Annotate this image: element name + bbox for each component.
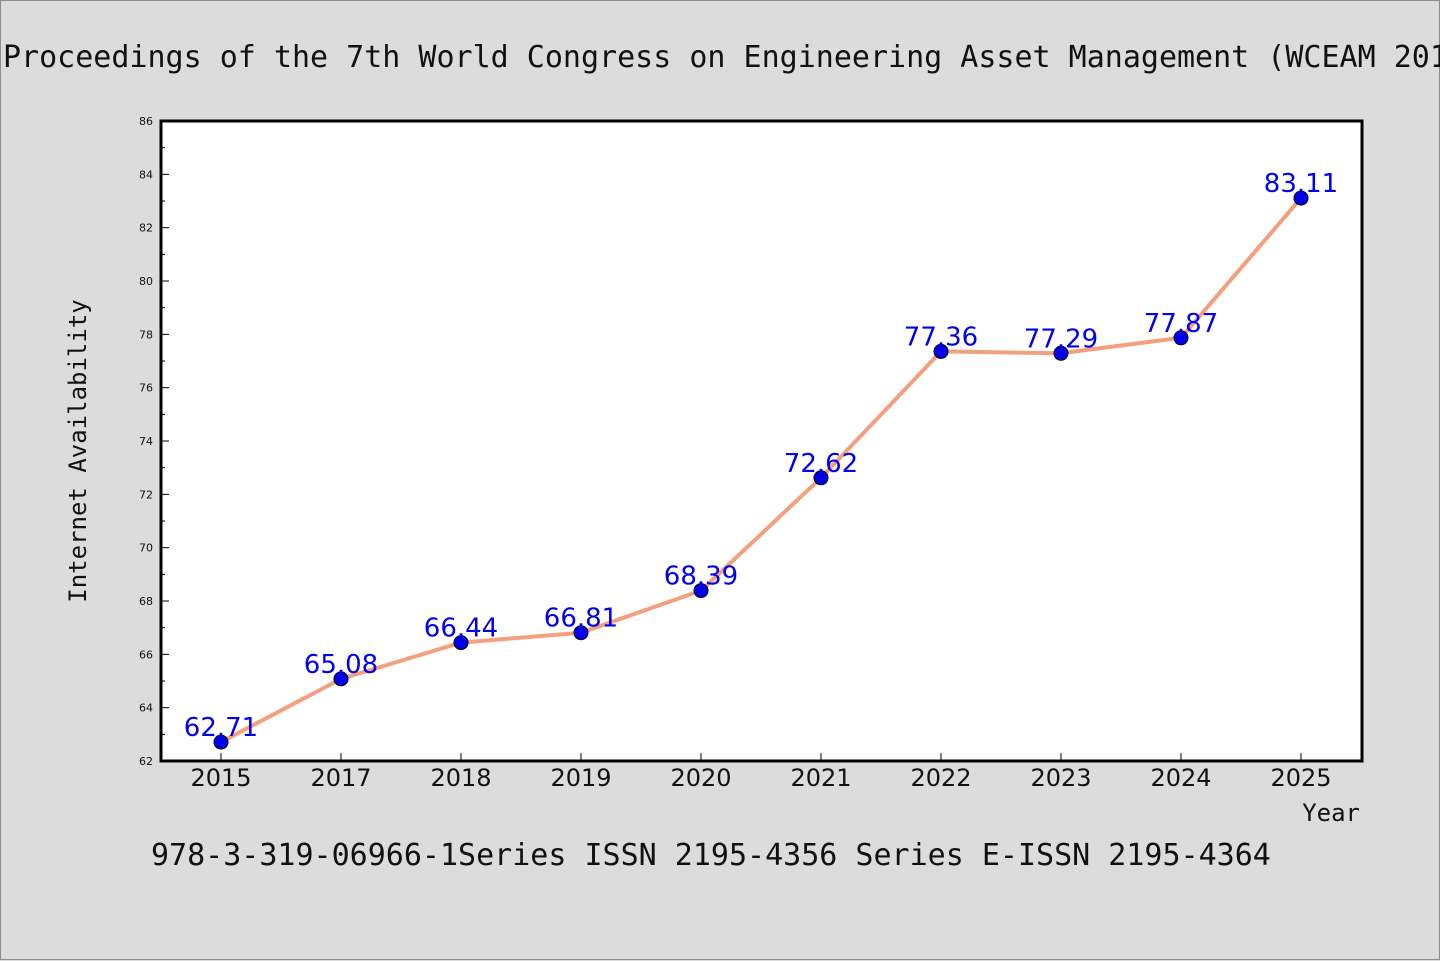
data-point [933, 343, 949, 359]
data-label: 77.29 [1024, 324, 1098, 354]
x-tick-label: 2015 [190, 764, 251, 792]
data-label: 62.71 [184, 713, 258, 743]
y-tick-label: 80 [139, 275, 153, 288]
data-label: 68.39 [664, 562, 738, 592]
x-tick-label: 2024 [1150, 764, 1211, 792]
series-layer: 62.71 65.08 66.44 66.81 68.39 72.62 77.36 77.29… [184, 169, 1338, 750]
x-axis-label: Year [1302, 799, 1360, 827]
chart-title: Proceedings of the 7th World Congress on… [3, 40, 1440, 75]
x-tick-label: 2022 [910, 764, 971, 792]
y-tick-label: 64 [139, 702, 153, 715]
y-tick-label: 82 [139, 222, 153, 235]
x-tick-label: 2025 [1270, 764, 1331, 792]
x-tick-label: 2019 [550, 764, 611, 792]
series-line [219, 196, 1303, 745]
y-tick-label: 74 [139, 435, 153, 448]
y-tick-label: 62 [139, 755, 153, 768]
data-point [1293, 190, 1309, 206]
y-axis: 62 64 66 68 70 72 74 76 78 80 82 84 86 [139, 115, 169, 768]
y-axis-label: Internet Availability [64, 299, 92, 602]
x-tick-label: 2021 [790, 764, 851, 792]
data-point [693, 583, 709, 599]
x-tick-label: 2023 [1030, 764, 1091, 792]
y-tick-label: 72 [139, 488, 153, 501]
y-tick-label: 70 [139, 542, 153, 555]
y-tick-label: 68 [139, 595, 153, 608]
isbn-footer: 978-3-319-06966-1Series ISSN 2195-4356 S… [151, 838, 1271, 873]
data-point [213, 734, 229, 750]
data-label: 72.62 [784, 449, 858, 479]
y-tick-label: 84 [139, 168, 153, 181]
y-tick-label: 86 [139, 115, 153, 128]
data-label: 83.11 [1264, 169, 1338, 199]
data-label: 66.44 [424, 614, 498, 644]
data-point [1173, 330, 1189, 346]
x-tick-label: 2020 [670, 764, 731, 792]
data-label: 66.81 [544, 604, 618, 634]
y-tick-label: 78 [139, 328, 153, 341]
plot-area [159, 119, 1364, 763]
data-label: 77.87 [1144, 309, 1218, 339]
data-point [333, 671, 349, 687]
y-tick-label: 76 [139, 382, 153, 395]
y-tick-label: 66 [139, 648, 153, 661]
data-label: 65.08 [304, 650, 378, 680]
data-point [573, 625, 589, 641]
x-tick-label: 2018 [430, 764, 491, 792]
data-point [453, 635, 469, 651]
x-axis: 2015 2017 2018 2019 2020 2021 2022 2023 2024 2025 [190, 753, 1332, 792]
data-point [813, 470, 829, 486]
x-tick-label: 2017 [310, 764, 371, 792]
data-label: 77.36 [904, 322, 978, 352]
data-point [1053, 345, 1069, 361]
